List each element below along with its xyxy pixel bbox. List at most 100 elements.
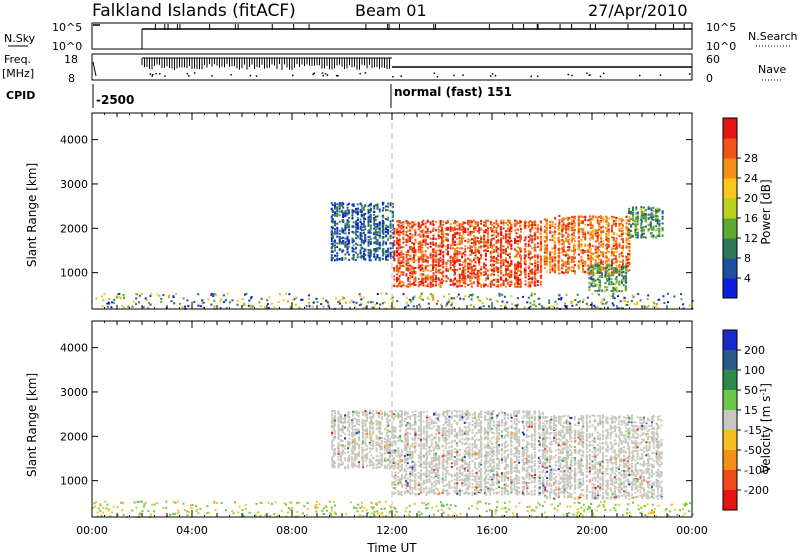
data-cell	[120, 297, 123, 300]
data-cell	[368, 235, 371, 238]
data-cell	[649, 224, 652, 227]
data-cell	[489, 256, 492, 259]
data-cell	[461, 237, 464, 240]
data-cell	[127, 305, 130, 308]
data-cell	[632, 294, 635, 297]
data-cell	[106, 302, 109, 305]
data-cell	[599, 301, 602, 304]
data-cell	[378, 231, 381, 234]
data-cell	[615, 270, 618, 273]
data-cell	[352, 244, 355, 247]
data-cell	[543, 256, 546, 259]
data-cell	[467, 276, 470, 279]
data-cell	[591, 253, 594, 256]
data-cell	[622, 226, 625, 229]
data-cell	[612, 282, 615, 285]
data-cell	[342, 242, 345, 245]
data-cell	[612, 295, 615, 298]
data-cell	[397, 243, 400, 246]
data-cell	[437, 253, 440, 256]
data-cell	[343, 297, 346, 300]
data-cell	[568, 249, 571, 252]
data-cell	[483, 230, 486, 233]
data-cell	[505, 247, 508, 250]
data-cell	[590, 277, 593, 280]
data-cell	[558, 242, 561, 245]
data-cell	[502, 274, 505, 277]
data-cell	[497, 224, 500, 227]
data-cell	[359, 227, 362, 230]
data-cell	[407, 250, 410, 253]
data-cell	[421, 280, 424, 283]
data-cell	[446, 245, 449, 248]
data-cell	[458, 263, 461, 266]
data-cell	[467, 222, 470, 225]
data-cell	[582, 235, 585, 238]
data-cell	[439, 250, 442, 253]
data-cell	[413, 267, 416, 270]
data-cell	[565, 238, 568, 241]
data-cell	[622, 262, 625, 265]
data-cell	[618, 274, 621, 277]
data-cell	[367, 235, 370, 238]
data-cell	[612, 232, 615, 235]
data-cell	[435, 277, 438, 280]
data-cell	[500, 234, 503, 237]
data-cell	[554, 226, 557, 229]
data-cell	[539, 247, 542, 250]
data-cell	[492, 237, 495, 240]
data-cell	[536, 245, 539, 248]
data-cell	[520, 280, 523, 283]
data-cell	[575, 303, 578, 306]
data-cell	[568, 223, 571, 226]
data-cell	[620, 235, 623, 238]
data-cell	[346, 206, 349, 209]
data-cell	[331, 242, 334, 245]
data-cell	[577, 248, 580, 251]
data-cell	[618, 270, 621, 273]
data-cell	[594, 251, 597, 254]
data-cell	[360, 204, 363, 207]
data-cell	[461, 284, 464, 287]
data-cell	[417, 223, 420, 226]
data-cell	[647, 223, 650, 226]
data-cell	[612, 239, 615, 242]
data-cell	[589, 218, 592, 221]
data-cell	[650, 209, 653, 212]
data-cell	[474, 226, 477, 229]
data-cell	[360, 223, 363, 226]
data-cell	[510, 273, 513, 276]
data-cell	[507, 223, 510, 226]
data-cell	[478, 246, 481, 249]
data-cell	[524, 237, 527, 240]
data-cell	[429, 285, 432, 288]
data-cell	[635, 303, 638, 306]
data-cell	[545, 227, 548, 230]
data-cell	[561, 259, 564, 262]
data-cell	[624, 299, 627, 302]
data-cell	[519, 278, 522, 281]
data-cell	[480, 227, 483, 230]
data-cell	[402, 241, 405, 244]
data-cell	[445, 221, 448, 224]
data-cell	[605, 215, 608, 218]
data-cell	[414, 266, 417, 269]
data-cell	[511, 303, 514, 306]
data-cell	[568, 266, 571, 269]
data-cell	[491, 265, 494, 268]
data-cell	[620, 230, 623, 233]
data-cell	[565, 227, 568, 230]
data-cell	[515, 281, 518, 284]
data-cell	[379, 303, 382, 306]
data-cell	[492, 255, 495, 258]
data-cell	[405, 222, 408, 225]
data-cell	[549, 230, 552, 233]
data-cell	[529, 228, 532, 231]
data-cell	[481, 302, 484, 305]
data-cell	[626, 304, 629, 307]
data-cell	[458, 225, 461, 228]
data-cell	[640, 216, 643, 219]
data-cell	[519, 239, 522, 242]
data-cell	[632, 295, 635, 298]
data-cell	[606, 264, 609, 267]
